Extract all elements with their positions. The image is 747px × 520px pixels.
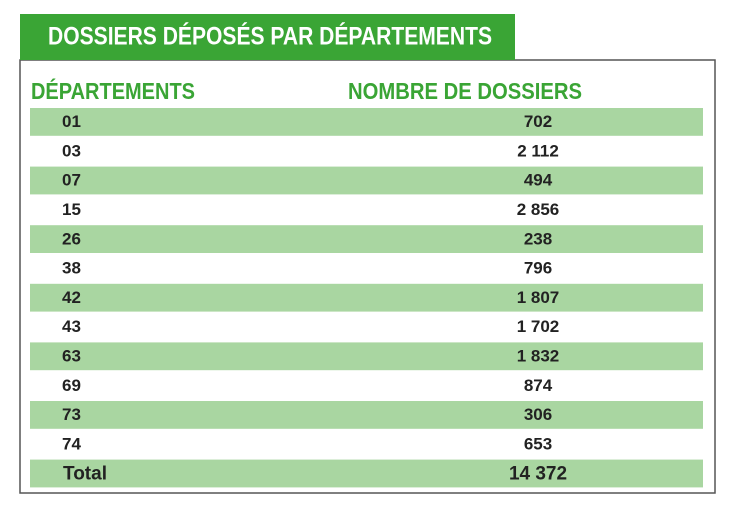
department: 42 [62, 288, 81, 307]
row-background [30, 225, 703, 253]
department: 15 [62, 200, 81, 219]
department: 43 [62, 317, 81, 336]
row-background [30, 342, 703, 371]
count: 1 702 [517, 317, 560, 336]
column-header: NOMBRE DE DOSSIERS [348, 78, 582, 104]
count: 796 [524, 259, 552, 278]
department: 01 [62, 112, 81, 131]
row-background [30, 166, 703, 195]
row-background [30, 401, 703, 429]
count: 306 [524, 405, 552, 424]
title: DOSSIERS DÉPOSÉS PAR DÉPARTEMENTS [48, 22, 492, 51]
department: 74 [62, 434, 81, 453]
department: 38 [62, 259, 81, 278]
total-label: Total [63, 463, 107, 484]
count: 653 [524, 434, 552, 453]
count: 238 [524, 229, 552, 248]
department: 03 [62, 141, 81, 160]
count: 1 807 [517, 288, 560, 307]
department: 07 [62, 171, 81, 190]
count: 1 832 [517, 347, 560, 366]
row-background [30, 283, 703, 312]
department: 73 [62, 405, 81, 424]
count: 874 [524, 376, 553, 395]
count: 702 [524, 112, 552, 131]
table-body: 01 702 03 2 112 07 494 15 2 856 26 238 38 796 42 1 80… [30, 108, 703, 488]
department: 63 [62, 347, 81, 366]
count: 2 856 [517, 200, 560, 219]
count: 494 [524, 171, 553, 190]
count: 2 112 [517, 141, 559, 160]
department: 26 [62, 229, 81, 248]
total-value: 14 372 [509, 463, 567, 484]
row-background [30, 108, 703, 136]
column-header: DÉPARTEMENTS [31, 77, 195, 104]
department: 69 [62, 376, 81, 395]
title-banner [20, 14, 515, 60]
row-background [30, 459, 703, 488]
